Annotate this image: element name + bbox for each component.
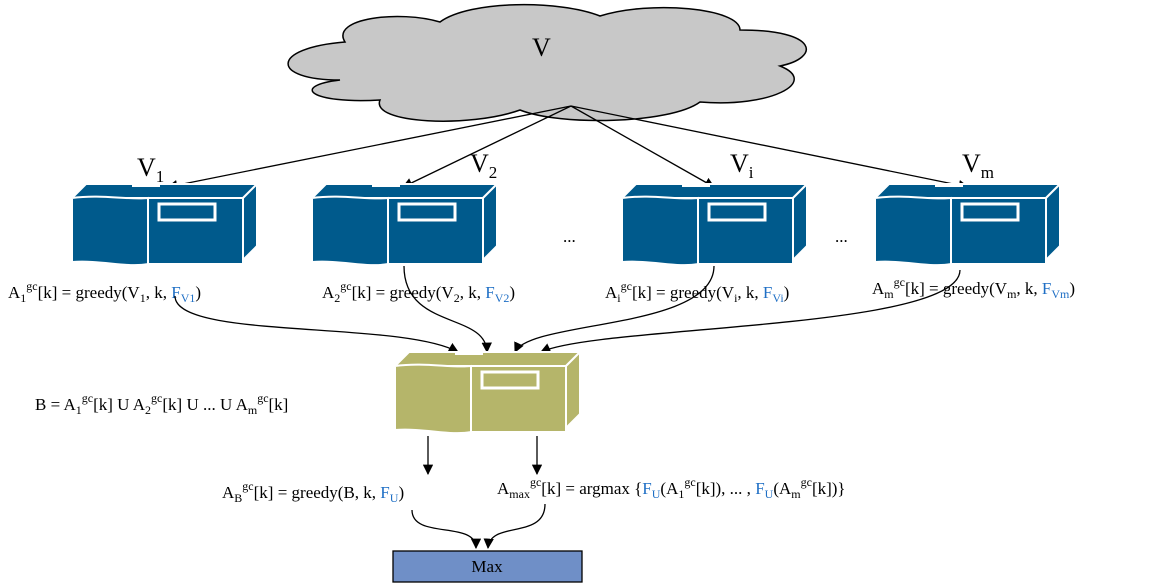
arrow-greedyb-to-max: [411, 509, 482, 550]
arrow-cloud-to-v2: [402, 105, 572, 188]
arrow-greedy2-to-union: [403, 265, 492, 354]
cloud-label: V: [532, 33, 551, 62]
greedy-label-2: A2gc[k] = greedy(V2, k, FV2): [322, 279, 515, 305]
partition-label-2: V2: [470, 149, 497, 182]
union-server-icon: [393, 350, 582, 435]
ellipsis-1: ...: [563, 227, 576, 246]
partition-label-1: V1: [137, 153, 164, 186]
max-label: Max: [471, 557, 503, 576]
greedy-label-i: Aigc[k] = greedy(Vi, k, FVi): [605, 279, 789, 305]
server-icon-m: [873, 182, 1062, 267]
arrow-greedy1-to-union: [174, 295, 459, 353]
server-icon-i: [620, 182, 809, 267]
partition-label-m: Vm: [962, 149, 994, 182]
cloud-shape: [287, 3, 807, 122]
arrow-cloud-to-v1: [166, 105, 572, 191]
argmax-label: Amaxgc[k] = argmax {FU(A1gc[k]), ... , F…: [497, 475, 846, 501]
arrow-greedyi-to-union: [514, 265, 715, 353]
max-box: [392, 550, 583, 583]
ellipsis-2: ...: [835, 227, 848, 246]
partition-label-i: Vi: [730, 149, 754, 182]
server-icon-1: [70, 182, 259, 267]
arrow-cloud-to-vm: [570, 105, 970, 191]
greedy-label-1: A1gc[k] = greedy(V1, k, FV1): [8, 279, 201, 305]
arrow-cloud-to-vi: [570, 105, 715, 188]
greedy-label-m: Amgc[k] = greedy(Vm, k, FVm): [872, 275, 1075, 301]
greedy-b-label: ABgc[k] = greedy(B, k, FU): [222, 479, 404, 505]
arrow-greedym-to-union: [540, 269, 961, 353]
arrow-argmax-to-max: [483, 503, 546, 550]
union-label: B = A1gc[k] U A2gc[k] U ... U Amgc[k]: [35, 391, 288, 417]
server-icon-2: [310, 182, 499, 267]
